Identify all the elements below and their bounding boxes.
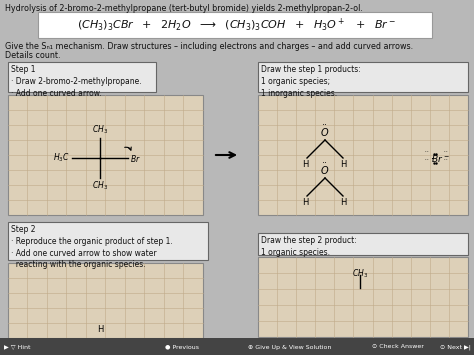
Text: ⊙ Next ▶|: ⊙ Next ▶| [440, 344, 471, 350]
Bar [258, 257, 468, 337]
Text: Draw the step 2 product:
1 organic species.: Draw the step 2 product: 1 organic speci… [261, 236, 357, 257]
Bar [258, 62, 468, 92]
Text: Step 2
· Reproduce the organic product of step 1.
· Add one curved arrow to show: Step 2 · Reproduce the organic product o… [11, 225, 173, 269]
Text: H: H [340, 160, 346, 169]
Bar [8, 263, 203, 338]
Bar [8, 222, 208, 260]
Text: $\cdot\cdot$: $\cdot\cdot$ [424, 155, 430, 160]
Text: ▶ ▽ Hint: ▶ ▽ Hint [4, 344, 30, 350]
Text: $CH_3$: $CH_3$ [92, 124, 108, 136]
Text: $\ddot{O}$: $\ddot{O}$ [320, 162, 329, 177]
Text: Details count.: Details count. [5, 51, 61, 60]
Bar [8, 95, 203, 215]
Text: Give the Sₙ₁ mechanism. Draw structures – including electrons and charges – and : Give the Sₙ₁ mechanism. Draw structures … [5, 42, 413, 51]
Text: $\cdot\cdot$: $\cdot\cdot$ [424, 148, 430, 153]
Text: ⊕ Give Up & View Solution: ⊕ Give Up & View Solution [248, 344, 331, 350]
Text: $\left(CH_3\right)_3CBr\ \ +\ \ 2H_2O\ \ \longrightarrow\ \ \left(CH_3\right)_3C: $\left(CH_3\right)_3CBr\ \ +\ \ 2H_2O\ \… [77, 16, 397, 33]
Text: $\cdot\cdot$: $\cdot\cdot$ [443, 155, 449, 160]
Bar [8, 62, 156, 92]
Text: H: H [97, 326, 103, 334]
Text: $Br$: $Br$ [130, 153, 141, 164]
Text: ● Previous: ● Previous [165, 344, 199, 350]
Text: H: H [302, 198, 308, 207]
Text: H: H [302, 160, 308, 169]
Text: ⊙ Check Answer: ⊙ Check Answer [372, 344, 424, 350]
FancyBboxPatch shape [38, 12, 432, 38]
Text: Draw the step 1 products:
1 organic species;
1 inorganic species.: Draw the step 1 products: 1 organic spec… [261, 65, 361, 98]
Text: Hydrolysis of 2-bromo-2-methylpropane (tert-butyl bromide) yields 2-methylpropan: Hydrolysis of 2-bromo-2-methylpropane (t… [5, 4, 363, 13]
Text: $CH_3$: $CH_3$ [352, 267, 368, 279]
Bar [258, 95, 468, 215]
Text: Step 1
· Draw 2-bromo-2-methylpropane.
· Add one curved arrow.: Step 1 · Draw 2-bromo-2-methylpropane. ·… [11, 65, 142, 98]
Text: $\cdot\!Br^-$: $\cdot\!Br^-$ [430, 153, 450, 164]
Bar [0, 338, 474, 355]
Text: $\ddot{O}$: $\ddot{O}$ [320, 124, 329, 139]
Text: $\cdot\cdot$: $\cdot\cdot$ [443, 148, 449, 153]
Text: $CH_3$: $CH_3$ [92, 180, 108, 192]
Text: H: H [340, 198, 346, 207]
Text: $H_3C$: $H_3C$ [53, 152, 70, 164]
Bar [258, 233, 468, 255]
FancyArrowPatch shape [125, 147, 131, 150]
